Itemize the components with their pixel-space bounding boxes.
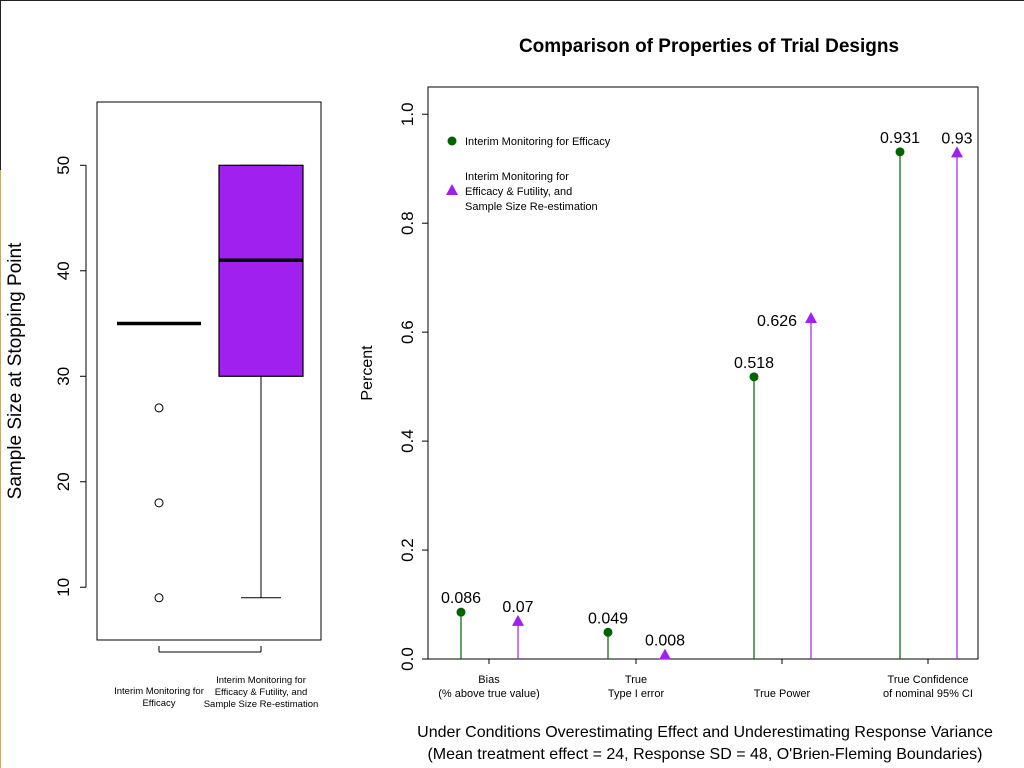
data-label: 0.086 [441, 590, 481, 607]
lollipop-y-axis-title: Percent [359, 345, 376, 401]
box-outlier-point [154, 593, 164, 603]
legend-marker-circle [447, 136, 457, 146]
window-left-border-lower [0, 170, 1, 768]
lollipop-y-tick-label: 0.8 [398, 211, 417, 235]
box-y-axis-title: Sample Size at Stopping Point [5, 242, 26, 499]
lollipop-point-circle [895, 147, 905, 157]
chart-subtitle-line-2: (Mean treatment effect = 24, Response SD… [427, 746, 983, 763]
lollipop-point-triangle [659, 648, 671, 660]
lollipop-x-category-label: True Power [754, 688, 811, 700]
lollipop-x-category-label: True Confidence [888, 674, 969, 686]
legend-marker-triangle [446, 184, 458, 195]
legend-label: Interim Monitoring for Efficacy [465, 136, 611, 148]
lollipop-point-triangle [951, 146, 963, 158]
box-x-category-label: Interim Monitoring for [114, 686, 204, 697]
lollipop-point-circle [456, 607, 466, 617]
data-label: 0.626 [757, 313, 797, 330]
legend-label: Interim Monitoring for [465, 171, 569, 183]
lollipop-point-triangle [512, 614, 524, 626]
data-label: 0.931 [880, 130, 920, 147]
data-label: 0.07 [502, 599, 533, 616]
lollipop-x-category-label: Type I error [608, 688, 665, 700]
box-y-tick-label: 50 [54, 156, 73, 175]
lollipop-y-tick-label: 0.6 [398, 320, 417, 344]
box-x-category-label: Sample Size Re-estimation [204, 699, 319, 710]
box-x-category-label: Interim Monitoring for [216, 675, 306, 686]
data-label: 0.93 [941, 130, 972, 147]
box-y-tick-label: 20 [54, 472, 73, 491]
window-top-border [0, 0, 1024, 1]
lollipop-point-triangle [805, 311, 817, 323]
chart-subtitle-line-1: Under Conditions Overestimating Effect a… [417, 724, 993, 741]
lollipop-point-circle [603, 627, 613, 637]
data-label: 0.008 [645, 633, 685, 650]
window-left-border [0, 0, 1, 170]
lollipop-y-tick-label: 0.0 [398, 647, 417, 671]
lollipop-x-category-label: of nominal 95% CI [883, 688, 973, 700]
data-label: 0.049 [588, 610, 628, 627]
box-y-tick-label: 40 [54, 261, 73, 280]
box-x-category-label: Efficacy & Futility, and [215, 687, 308, 698]
lollipop-x-category-label: True [625, 674, 647, 686]
legend-label: Sample Size Re-estimation [465, 201, 598, 213]
box-y-tick-label: 30 [54, 367, 73, 386]
lollipop-y-tick-label: 0.2 [398, 538, 417, 562]
lollipop-x-category-label: Bias [478, 674, 500, 686]
box-outlier-point [154, 403, 164, 413]
lollipop-x-category-label: (% above true value) [438, 688, 540, 700]
box-y-tick-label: 10 [54, 578, 73, 597]
legend-label: Efficacy & Futility, and [465, 186, 572, 198]
box-x-category-label: Efficacy [142, 698, 175, 709]
box-plot-frame [96, 101, 322, 641]
lollipop-point-circle [749, 372, 759, 382]
box-outlier-point [154, 498, 164, 508]
chart-title: Comparison of Properties of Trial Design… [519, 36, 899, 57]
data-label: 0.518 [734, 355, 774, 372]
lollipop-y-tick-label: 1.0 [398, 102, 417, 126]
lollipop-y-tick-label: 0.4 [398, 429, 417, 453]
box-iqr-rect [218, 164, 304, 377]
